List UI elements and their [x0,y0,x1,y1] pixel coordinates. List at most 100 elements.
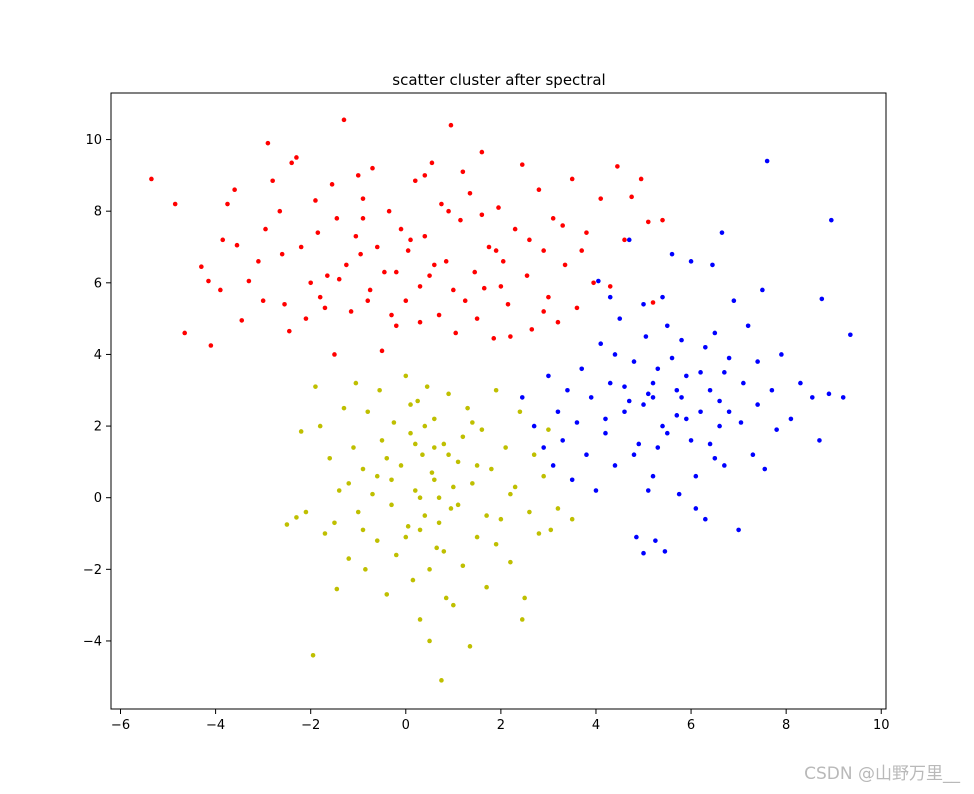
data-point [736,527,741,533]
data-point [755,402,760,407]
data-point [432,262,437,268]
data-point [769,387,775,393]
data-point [550,216,556,221]
data-point [220,237,226,243]
data-point [460,434,466,440]
data-point [726,355,732,361]
data-point [432,445,437,450]
data-point [360,196,366,201]
data-point [631,452,637,458]
data-point [598,341,604,347]
x-tick-label: 2 [497,718,505,733]
data-point [308,280,313,286]
data-point [448,506,454,511]
data-point [574,305,580,311]
data-point [294,155,299,160]
data-point [451,602,456,608]
data-point [443,595,449,601]
data-point [722,463,727,468]
data-point [474,316,480,321]
data-point [546,427,551,432]
data-point [650,395,656,400]
data-point [641,550,646,556]
data-point [710,262,715,268]
data-point [688,259,694,264]
data-point [344,262,349,268]
data-point [636,441,642,447]
data-point [408,237,413,243]
data-point [279,251,285,257]
data-point [313,198,318,203]
data-point [607,294,613,300]
data-point [446,208,451,214]
data-point [650,300,656,305]
data-point [555,319,561,325]
data-point [451,484,456,490]
data-point [422,513,428,518]
data-point [519,162,525,167]
data-point [417,495,423,501]
data-point [519,395,525,400]
data-point [634,534,639,540]
data-point [446,452,451,458]
series-2 [284,373,575,683]
data-point [626,237,632,243]
data-point [607,284,613,289]
data-point [493,387,499,393]
data-point [591,280,596,286]
data-point [303,509,309,515]
data-point [584,230,589,235]
data-point [603,430,608,436]
data-point [481,285,487,291]
data-point [458,217,463,223]
data-point [358,251,363,257]
data-point [353,233,359,239]
data-point [348,309,354,314]
data-point [398,226,404,232]
data-point [315,230,321,235]
data-point [353,380,359,386]
data-point [386,208,392,214]
data-point [351,445,356,450]
data-point [256,259,261,264]
data-point [698,370,703,375]
data-point [370,165,375,171]
data-point [717,423,722,429]
data-point [676,491,682,497]
points-layer [149,117,853,683]
data-point [660,217,665,223]
data-point [664,430,670,436]
data-point [653,538,658,543]
data-point [436,495,442,501]
y-tick-label: 0 [94,491,102,506]
data-point [424,384,430,389]
data-point [569,176,575,182]
data-point [712,456,718,461]
data-point [336,488,342,493]
data-point [384,592,390,597]
data-point [524,273,530,278]
chart-title: scatter cluster after spectral [392,71,605,89]
data-point [389,502,394,508]
data-point [239,318,245,323]
data-point [712,330,718,336]
data-point [579,248,585,253]
x-tick-label: 4 [592,718,600,733]
data-point [622,409,627,415]
data-point [512,226,518,232]
data-point [467,190,473,196]
data-point [393,323,399,329]
data-point [391,420,397,425]
data-point [313,384,318,389]
data-point [650,473,656,479]
data-point [389,477,394,483]
data-point [500,259,506,264]
data-point [798,380,803,386]
data-point [489,466,494,472]
data-point [498,516,504,522]
data-point [389,312,394,318]
data-point [427,638,432,644]
data-point [298,244,304,250]
data-point [508,491,513,497]
